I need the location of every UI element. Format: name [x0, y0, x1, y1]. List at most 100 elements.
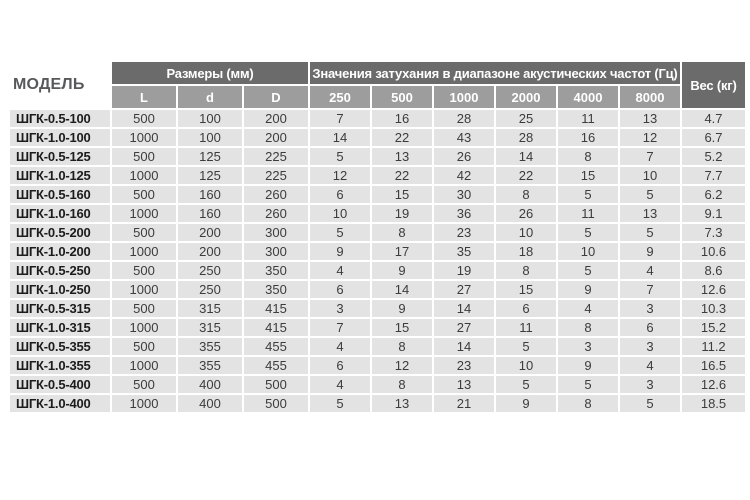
dimension-cell: 500 — [112, 148, 176, 165]
attenuation-cell: 12 — [620, 129, 680, 146]
dimension-cell: 1000 — [112, 357, 176, 374]
weight-cell: 7.7 — [682, 167, 745, 184]
attenuation-cell: 14 — [434, 338, 494, 355]
attenuation-cell: 15 — [558, 167, 618, 184]
frequency-col-header-500: 500 — [372, 86, 432, 108]
attenuation-cell: 11 — [558, 205, 618, 222]
dimension-cell: 315 — [178, 319, 242, 336]
table-row: ШГК-1.0-200 1000 200 300 9 17 35 18 10 9 10.6 — [10, 243, 745, 260]
model-cell: ШГК-0.5-125 — [10, 148, 110, 165]
attenuation-cell: 13 — [372, 395, 432, 412]
model-cell: ШГК-1.0-100 — [10, 129, 110, 146]
dimension-cell: 1000 — [112, 243, 176, 260]
attenuation-cell: 9 — [496, 395, 556, 412]
attenuation-cell: 7 — [310, 110, 370, 127]
dimension-cell: 455 — [244, 338, 308, 355]
dimension-col-header-L: L — [112, 86, 176, 108]
weight-column-header: Вес (кг) — [682, 62, 745, 108]
attenuation-cell: 14 — [496, 148, 556, 165]
dimension-cell: 125 — [178, 148, 242, 165]
weight-cell: 11.2 — [682, 338, 745, 355]
frequency-col-header-8000: 8000 — [620, 86, 680, 108]
attenuation-cell: 35 — [434, 243, 494, 260]
attenuation-cell: 13 — [434, 376, 494, 393]
attenuation-cell: 15 — [496, 281, 556, 298]
dimension-cell: 250 — [178, 262, 242, 279]
weight-cell: 4.7 — [682, 110, 745, 127]
weight-cell: 12.6 — [682, 281, 745, 298]
model-cell: ШГК-1.0-355 — [10, 357, 110, 374]
attenuation-cell: 27 — [434, 319, 494, 336]
dimension-cell: 500 — [112, 300, 176, 317]
attenuation-cell: 6 — [310, 281, 370, 298]
attenuation-cell: 8 — [372, 224, 432, 241]
attenuation-cell: 13 — [620, 205, 680, 222]
attenuation-cell: 4 — [310, 262, 370, 279]
attenuation-cell: 9 — [558, 357, 618, 374]
weight-cell: 8.6 — [682, 262, 745, 279]
attenuation-cell: 26 — [434, 148, 494, 165]
table-row: ШГК-0.5-200 500 200 300 5 8 23 10 5 5 7.3 — [10, 224, 745, 241]
attenuation-cell: 21 — [434, 395, 494, 412]
attenuation-cell: 10 — [310, 205, 370, 222]
attenuation-cell: 8 — [558, 319, 618, 336]
attenuation-cell: 16 — [558, 129, 618, 146]
weight-cell: 16.5 — [682, 357, 745, 374]
attenuation-cell: 5 — [310, 148, 370, 165]
attenuation-cell: 8 — [496, 186, 556, 203]
dimension-cell: 500 — [244, 376, 308, 393]
attenuation-cell: 22 — [496, 167, 556, 184]
group-header-row: МОДЕЛЬ Размеры (мм) Значения затухания в… — [10, 62, 745, 108]
attenuation-cell: 11 — [558, 110, 618, 127]
dimension-cell: 1000 — [112, 205, 176, 222]
dimension-col-header-d: d — [178, 86, 242, 108]
frequency-col-header-250: 250 — [310, 86, 370, 108]
dimension-cell: 400 — [178, 395, 242, 412]
attenuation-cell: 4 — [558, 300, 618, 317]
attenuation-cell: 18 — [496, 243, 556, 260]
dimension-cell: 1000 — [112, 129, 176, 146]
table-row: ШГК-0.5-100 500 100 200 7 16 28 25 11 13 4.7 — [10, 110, 745, 127]
attenuation-cell: 12 — [372, 357, 432, 374]
table-row: ШГК-1.0-125 1000 125 225 12 22 42 22 15 10 7.7 — [10, 167, 745, 184]
attenuation-cell: 9 — [310, 243, 370, 260]
attenuation-cell: 7 — [310, 319, 370, 336]
dimension-cell: 355 — [178, 357, 242, 374]
dimension-cell: 315 — [178, 300, 242, 317]
attenuation-cell: 10 — [496, 224, 556, 241]
attenuation-cell: 10 — [496, 357, 556, 374]
attenuation-cell: 14 — [310, 129, 370, 146]
table-row: ШГК-0.5-250 500 250 350 4 9 19 8 5 4 8.6 — [10, 262, 745, 279]
attenuation-cell: 5 — [620, 186, 680, 203]
attenuation-cell: 9 — [558, 281, 618, 298]
table-row: ШГК-0.5-125 500 125 225 5 13 26 14 8 7 5.2 — [10, 148, 745, 165]
frequency-col-header-2000: 2000 — [496, 86, 556, 108]
attenuation-cell: 6 — [310, 186, 370, 203]
dimension-cell: 350 — [244, 281, 308, 298]
attenuation-cell: 23 — [434, 357, 494, 374]
table-row: ШГК-1.0-250 1000 250 350 6 14 27 15 9 7 12.6 — [10, 281, 745, 298]
dimension-cell: 300 — [244, 224, 308, 241]
attenuation-cell: 6 — [620, 319, 680, 336]
dimension-cell: 500 — [112, 262, 176, 279]
attenuation-cell: 5 — [620, 224, 680, 241]
attenuation-cell: 6 — [496, 300, 556, 317]
model-cell: ШГК-0.5-200 — [10, 224, 110, 241]
dimension-cell: 225 — [244, 148, 308, 165]
table-row: ШГК-0.5-400 500 400 500 4 8 13 5 5 3 12.6 — [10, 376, 745, 393]
attenuation-cell: 8 — [372, 338, 432, 355]
attenuation-cell: 16 — [372, 110, 432, 127]
model-cell: ШГК-1.0-160 — [10, 205, 110, 222]
model-cell: ШГК-0.5-355 — [10, 338, 110, 355]
attenuation-cell: 11 — [496, 319, 556, 336]
weight-cell: 15.2 — [682, 319, 745, 336]
dimension-cell: 100 — [178, 110, 242, 127]
weight-cell: 5.2 — [682, 148, 745, 165]
model-cell: ШГК-1.0-125 — [10, 167, 110, 184]
attenuation-cell: 36 — [434, 205, 494, 222]
dimension-cell: 415 — [244, 319, 308, 336]
model-cell: ШГК-1.0-400 — [10, 395, 110, 412]
table-row: ШГК-1.0-160 1000 160 260 10 19 36 26 11 13 9.1 — [10, 205, 745, 222]
dimension-cell: 415 — [244, 300, 308, 317]
